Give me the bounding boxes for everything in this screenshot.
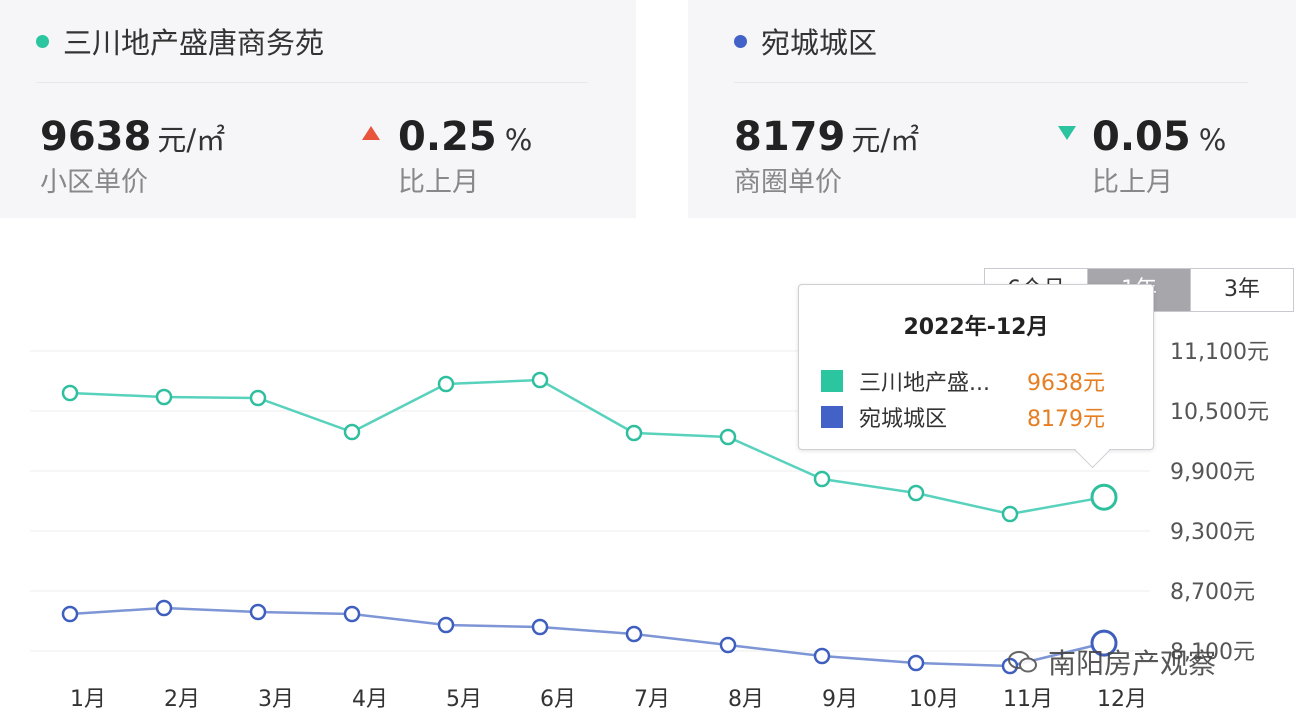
tooltip-name-district: 宛城城区 [859, 407, 948, 432]
x-tick-label: 5月 [446, 687, 482, 712]
tooltip-row-district: 宛城城区 8179元 [821, 401, 1105, 433]
divider [36, 82, 588, 83]
community-data-point [719, 428, 737, 446]
community-data-point [343, 423, 361, 441]
district-data-point [907, 654, 925, 672]
tooltip-title: 2022年-12月 [903, 315, 1049, 340]
change-up-icon [362, 126, 380, 140]
x-tick-label: 6月 [540, 687, 576, 712]
community-change-label: 比上月 [398, 167, 479, 198]
community-series-line [69, 378, 1105, 516]
district-data-point [343, 605, 361, 623]
x-tick-label: 3月 [258, 687, 294, 712]
community-data-point [907, 484, 925, 502]
wechat-icon [1008, 651, 1037, 673]
district-change-value: 0.05 [1092, 114, 1191, 160]
x-tick-label: 11月 [1003, 687, 1053, 712]
district-price: 8179 元/㎡ [734, 114, 919, 160]
y-tick-label: 9,300元 [1170, 520, 1255, 545]
community-data-point [531, 371, 549, 389]
tab-3-years[interactable]: 3年 [1191, 269, 1293, 311]
chart-tooltip: 2022年-12月 三川地产盛... 9638元 宛城城区 8179元 [798, 284, 1154, 450]
district-summary-panel: 宛城城区 8179 元/㎡ 商圈单价 0.05% 比上月 [688, 0, 1296, 218]
community-data-point [813, 470, 831, 488]
community-price: 9638 元/㎡ [40, 114, 225, 160]
community-title: 三川地产盛唐商务苑 [36, 20, 324, 62]
community-data-point [249, 389, 267, 407]
district-data-point [249, 603, 267, 621]
watermark-text: 南阳房产观察 [1048, 647, 1217, 680]
tooltip-row-community: 三川地产盛... 9638元 [821, 365, 1105, 397]
community-price-unit: 元/㎡ [157, 123, 226, 157]
community-name: 三川地产盛唐商务苑 [63, 26, 325, 60]
community-price-value: 9638 [40, 114, 152, 160]
community-data-point [155, 388, 173, 406]
district-change-unit: % [1198, 123, 1227, 157]
x-tick-label: 7月 [634, 687, 670, 712]
watermark: 南阳房产观察 [1008, 642, 1216, 682]
y-tick-label: 10,500元 [1170, 400, 1269, 425]
district-name: 宛城城区 [761, 26, 878, 60]
tooltip-value-district: 8179元 [1027, 407, 1105, 432]
community-change-value: 0.25 [398, 114, 497, 160]
district-data-point [437, 616, 455, 634]
y-tick-label: 8,100元 [1170, 640, 1255, 665]
district-data-point [531, 618, 549, 636]
community-price-label: 小区单价 [40, 167, 148, 198]
community-data-point [1090, 483, 1118, 511]
district-title: 宛城城区 [734, 20, 877, 62]
district-data-point [1090, 629, 1118, 657]
district-data-point [155, 599, 173, 617]
district-series-line [69, 606, 1105, 668]
community-change: 0.25% [398, 114, 532, 160]
tooltip-swatch-district [821, 406, 843, 428]
divider [734, 82, 1248, 83]
tooltip-name-community: 三川地产盛... [859, 371, 990, 396]
tooltip-swatch-community [821, 370, 843, 392]
community-summary-panel: 三川地产盛唐商务苑 9638 元/㎡ 小区单价 0.25% 比上月 [0, 0, 636, 218]
district-data-point [61, 605, 79, 623]
x-tick-label: 2月 [164, 687, 200, 712]
district-data-point [719, 636, 737, 654]
x-tick-label: 4月 [352, 687, 388, 712]
community-change-unit: % [504, 123, 533, 157]
community-data-point [61, 384, 79, 402]
x-tick-label: 9月 [822, 687, 858, 712]
district-price-label: 商圈单价 [734, 167, 842, 198]
community-data-point [437, 375, 455, 393]
tooltip-value-community: 9638元 [1027, 371, 1105, 396]
community-data-point [1001, 505, 1019, 523]
x-tick-label: 12月 [1097, 687, 1147, 712]
district-change: 0.05% [1092, 114, 1226, 160]
y-tick-label: 11,100元 [1170, 340, 1269, 365]
community-data-point [625, 424, 643, 442]
x-tick-label: 10月 [909, 687, 959, 712]
district-price-value: 8179 [734, 114, 846, 160]
district-change-label: 比上月 [1092, 167, 1173, 198]
district-price-unit: 元/㎡ [851, 123, 920, 157]
district-data-point [813, 647, 831, 665]
community-dot-icon [36, 34, 49, 48]
x-tick-label: 1月 [70, 687, 106, 712]
y-tick-label: 8,700元 [1170, 580, 1255, 605]
change-down-icon [1058, 126, 1076, 140]
district-data-point [625, 625, 643, 643]
x-tick-label: 8月 [728, 687, 764, 712]
district-dot-icon [734, 34, 747, 48]
y-tick-label: 9,900元 [1170, 460, 1255, 485]
